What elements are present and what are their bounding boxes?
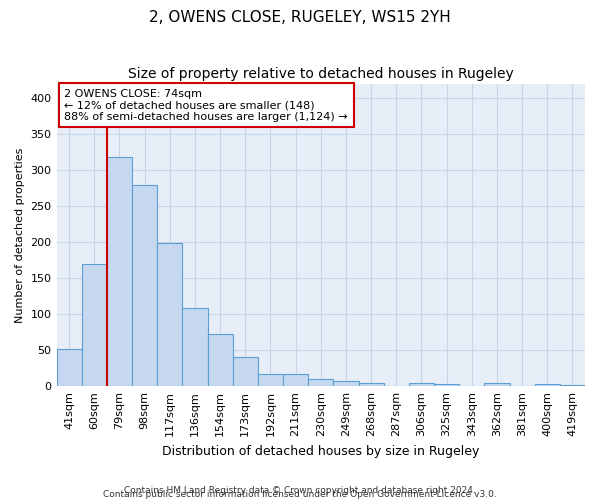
Bar: [334, 381, 359, 386]
Bar: [409, 384, 434, 386]
Bar: [157, 243, 182, 386]
Text: 2, OWENS CLOSE, RUGELEY, WS15 2YH: 2, OWENS CLOSE, RUGELEY, WS15 2YH: [149, 10, 451, 25]
Bar: [283, 374, 308, 386]
Bar: [182, 308, 208, 386]
Bar: [560, 384, 585, 386]
Text: Contains HM Land Registry data © Crown copyright and database right 2024.: Contains HM Land Registry data © Crown c…: [124, 486, 476, 495]
Text: Contains public sector information licensed under the Open Government Licence v3: Contains public sector information licen…: [103, 490, 497, 499]
Bar: [107, 158, 132, 386]
Bar: [359, 382, 383, 386]
Bar: [535, 384, 560, 386]
Bar: [82, 264, 107, 386]
Bar: [233, 358, 258, 386]
Bar: [434, 384, 459, 386]
Bar: [258, 374, 283, 386]
Y-axis label: Number of detached properties: Number of detached properties: [15, 148, 25, 323]
Bar: [308, 379, 334, 386]
Bar: [56, 350, 82, 386]
Title: Size of property relative to detached houses in Rugeley: Size of property relative to detached ho…: [128, 68, 514, 82]
Bar: [484, 384, 509, 386]
Bar: [132, 185, 157, 386]
Bar: [208, 334, 233, 386]
X-axis label: Distribution of detached houses by size in Rugeley: Distribution of detached houses by size …: [162, 444, 479, 458]
Text: 2 OWENS CLOSE: 74sqm
← 12% of detached houses are smaller (148)
88% of semi-deta: 2 OWENS CLOSE: 74sqm ← 12% of detached h…: [64, 88, 348, 122]
